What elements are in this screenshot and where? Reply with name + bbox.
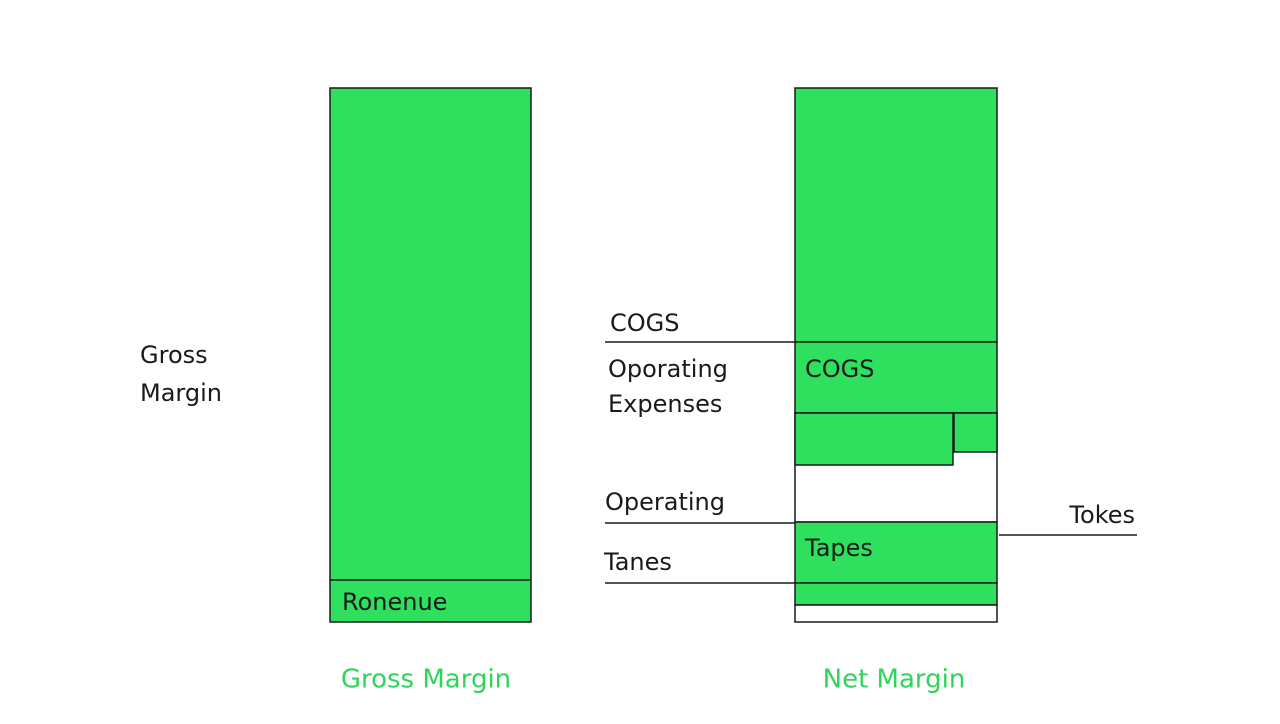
callout-label: Tanes [603, 548, 672, 576]
net-bar-segment [794, 604, 998, 623]
callout-label: Expenses [608, 390, 722, 418]
net-bar-segment [953, 412, 998, 453]
bar-label: COGS [805, 355, 874, 383]
gross-bar [329, 87, 532, 623]
side-label: Gross [140, 341, 208, 369]
side-label: Margin [140, 379, 222, 407]
bar-label: Ronenue [342, 588, 447, 616]
bar-label: Tapes [804, 534, 873, 562]
callout-label: COGS [610, 309, 679, 337]
callout-label: Oporating [608, 355, 728, 383]
callout-label: Operating [605, 488, 725, 516]
net-bar-segment [794, 582, 998, 606]
caption: Net Margin [823, 665, 966, 695]
net-bar-segment [794, 87, 998, 343]
caption: Gross Margin [341, 665, 511, 695]
callout-label: Tokes [1068, 501, 1135, 529]
net-bar-segment [794, 412, 954, 466]
